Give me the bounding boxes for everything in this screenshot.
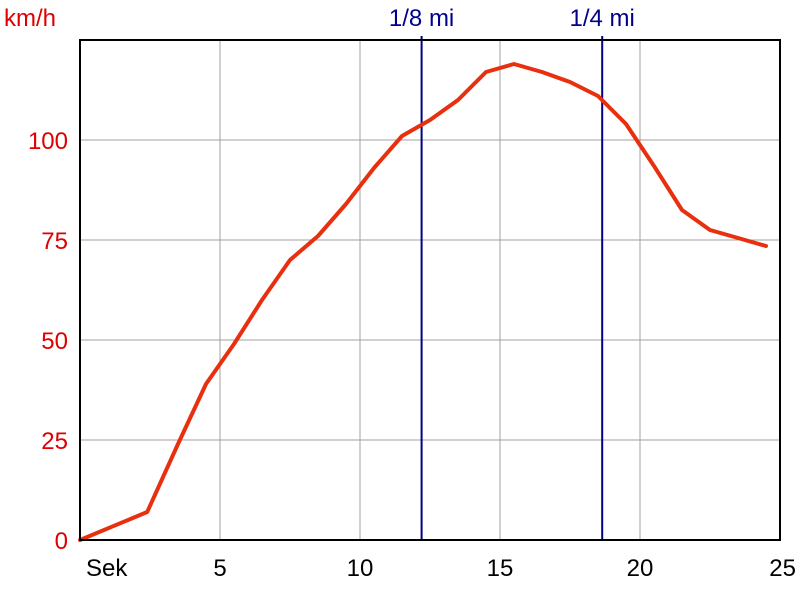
distance-marker-label: 1/8 mi xyxy=(389,5,454,32)
x-axis-ticks: 5 10 15 20 25 xyxy=(213,555,796,582)
distance-marker-label: 1/4 mi xyxy=(570,5,635,32)
x-tick-label: 15 xyxy=(487,555,514,582)
distance-markers: 1/8 mi 1/4 mi xyxy=(389,5,635,540)
plot-frame xyxy=(79,39,781,541)
speed-series-line xyxy=(78,62,768,542)
x-tick-label: 20 xyxy=(627,555,654,582)
y-tick-label: 0 xyxy=(55,528,68,555)
y-axis-label: km/h xyxy=(4,5,56,32)
y-tick-label: 75 xyxy=(41,228,68,255)
x-tick-label: 5 xyxy=(213,555,226,582)
y-axis-ticks: 0 25 50 75 100 xyxy=(28,128,68,555)
y-tick-label: 50 xyxy=(41,328,68,355)
x-axis-label: Sek xyxy=(86,555,128,582)
grid xyxy=(80,40,781,541)
series xyxy=(78,62,768,542)
x-tick-label: 10 xyxy=(347,555,374,582)
y-tick-label: 100 xyxy=(28,128,68,155)
y-tick-label: 25 xyxy=(41,428,68,455)
x-tick-label: 25 xyxy=(769,555,796,582)
